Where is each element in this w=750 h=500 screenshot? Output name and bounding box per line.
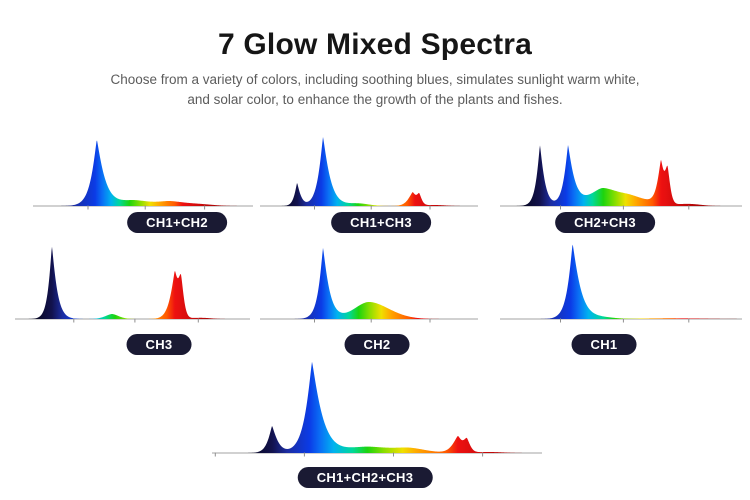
spectrum-chart-ch1 <box>500 244 742 323</box>
spectrum-curve-ch1-ch2 <box>33 140 253 206</box>
channel-label-ch3: CH3 <box>126 334 192 355</box>
spectrum-chart-ch3 <box>15 246 250 323</box>
channel-label-ch1: CH1 <box>571 334 637 355</box>
spectrum-curve-ch2-ch3 <box>500 145 742 206</box>
header: 7 Glow Mixed Spectra Choose from a varie… <box>0 0 750 109</box>
page-title: 7 Glow Mixed Spectra <box>217 28 533 61</box>
spectrum-chart-ch2-ch3 <box>500 145 742 210</box>
channel-label-ch1-ch3: CH1+CH3 <box>331 212 431 233</box>
spectrum-curve-ch1-ch3 <box>260 136 478 206</box>
spectrum-curve-ch1-ch2-ch3 <box>212 361 542 453</box>
spectrum-curve-ch1 <box>500 244 742 319</box>
spectrum-chart-ch1-ch2 <box>33 140 253 210</box>
page-subtitle: Choose from a variety of colors, includi… <box>55 70 695 109</box>
channel-label-ch2-ch3: CH2+CH3 <box>555 212 655 233</box>
spectrum-curve-ch3 <box>15 246 250 319</box>
spectrum-curve-ch2 <box>260 247 478 319</box>
subtitle-line-1: Choose from a variety of colors, includi… <box>110 72 640 87</box>
spectrum-chart-ch1-ch2-ch3 <box>212 361 542 457</box>
spectrum-chart-ch1-ch3 <box>260 136 478 210</box>
channel-label-ch1-ch2-ch3: CH1+CH2+CH3 <box>297 467 433 488</box>
spectrum-chart-ch2 <box>260 247 478 323</box>
channel-label-ch2: CH2 <box>344 334 410 355</box>
channel-label-ch1-ch2: CH1+CH2 <box>127 212 227 233</box>
subtitle-line-2: and solar color, to enhance the growth o… <box>187 91 563 107</box>
